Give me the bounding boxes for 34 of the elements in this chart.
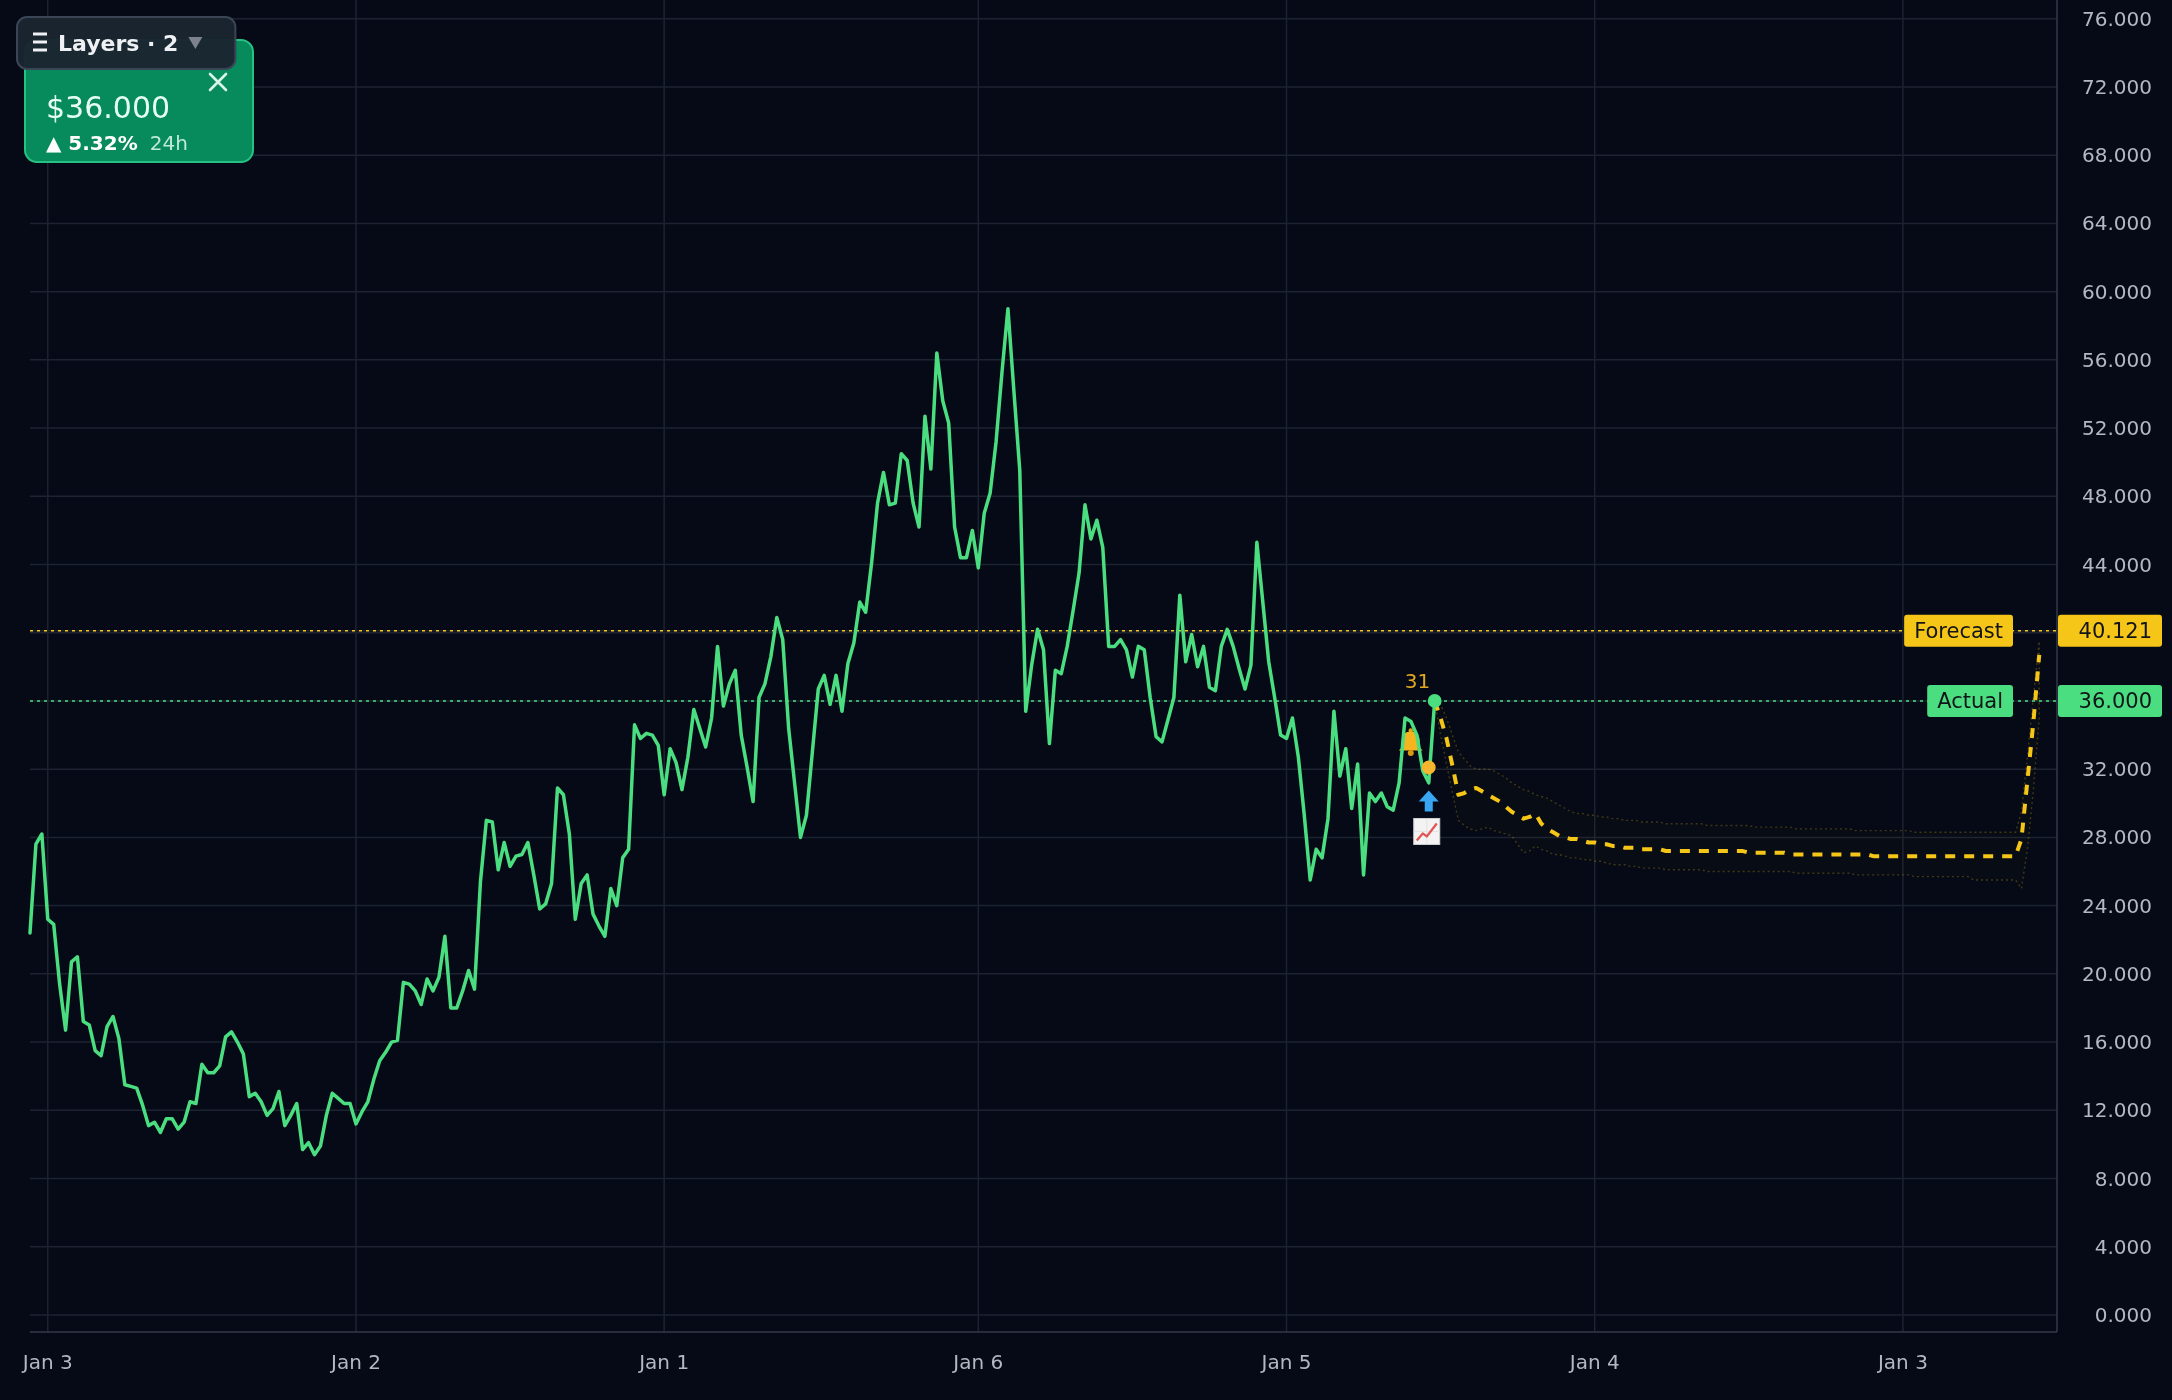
x-tick-label: Jan 3: [1875, 1350, 1928, 1374]
x-tick-label: Jan 3: [20, 1350, 73, 1374]
y-tick-label: 52.000: [2082, 416, 2152, 441]
y-tick-label: 76.000: [2082, 6, 2152, 31]
y-tick-label: 48.000: [2082, 484, 2152, 509]
y-tick-label: 20.000: [2082, 961, 2152, 986]
ref-line-label: Actual: [1937, 688, 2003, 713]
y-tick-label: 28.000: [2082, 825, 2152, 850]
y-tick-label: 36.000: [2078, 688, 2152, 713]
x-tick-label: Jan 1: [637, 1350, 690, 1374]
y-tick-label: 8.000: [2094, 1166, 2152, 1191]
ref-line-label: Forecast: [1914, 618, 2004, 643]
y-tick-label: 12.000: [2082, 1098, 2152, 1123]
y-tick-label: 0.000: [2094, 1302, 2152, 1327]
y-tick-label: 44.000: [2082, 552, 2152, 577]
x-tick-label: Jan 5: [1259, 1350, 1312, 1374]
y-tick-label: 4.000: [2094, 1234, 2152, 1259]
annotation: $36.000: [46, 90, 171, 125]
x-tick-label: Jan 2: [329, 1350, 381, 1374]
y-tick-label: 32.000: [2082, 757, 2152, 782]
y-tick-label: 64.000: [2082, 211, 2152, 236]
annotation: Layers · 2: [58, 31, 179, 56]
x-tick-label: Jan 4: [1567, 1350, 1620, 1374]
annotation: 24h: [149, 131, 188, 155]
annotation: 31: [1404, 669, 1431, 694]
y-tick-label: 16.000: [2082, 1030, 2152, 1055]
y-tick-label: 40.121: [2078, 618, 2152, 643]
y-tick-label: 56.000: [2082, 347, 2152, 372]
y-tick-label: 68.000: [2082, 143, 2152, 168]
annotation: ▲ 5.32%: [46, 131, 138, 155]
y-tick-label: 72.000: [2082, 74, 2152, 99]
y-tick-label: 60.000: [2082, 279, 2152, 304]
y-tick-label: 24.000: [2082, 893, 2152, 918]
x-tick-label: Jan 6: [951, 1350, 1004, 1374]
